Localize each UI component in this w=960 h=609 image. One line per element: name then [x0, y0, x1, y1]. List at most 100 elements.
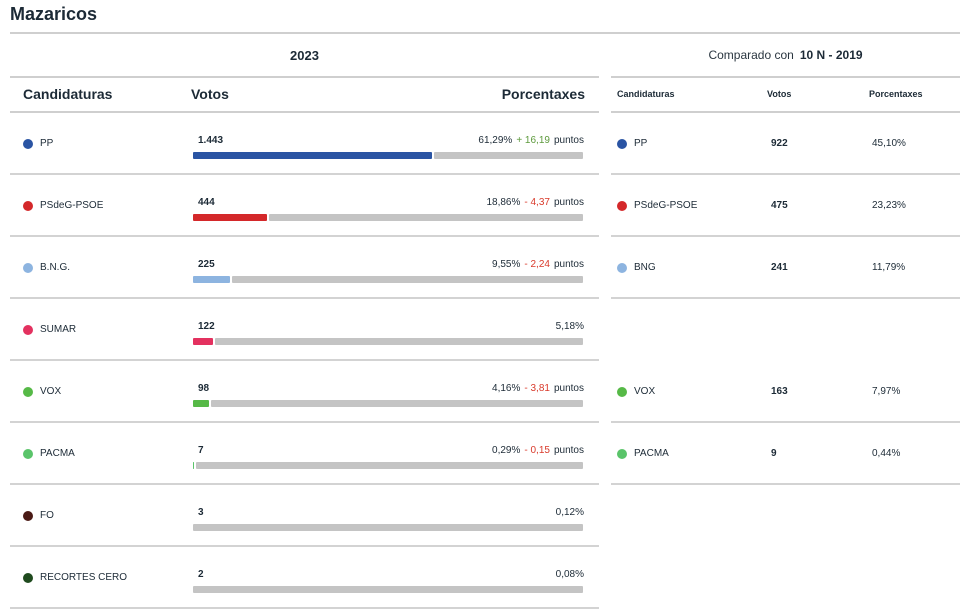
- comparison-reference: 10 N - 2019: [799, 48, 863, 62]
- vote-count: 98: [198, 383, 210, 394]
- party-color-dot: [23, 325, 33, 335]
- table-row: B.N.G. 225 9,55% - 2,24 puntos: [10, 237, 599, 299]
- percentage-cell: 18,86% - 4,37 puntos: [486, 197, 584, 208]
- percentage-value: 5,18%: [555, 321, 584, 332]
- percentage-value: 11,79%: [872, 262, 906, 273]
- vote-share-bar: [193, 152, 583, 159]
- percentage-cell: 0,08%: [556, 569, 584, 580]
- party-color-dot: [23, 573, 33, 583]
- vote-share-bar: [193, 524, 583, 531]
- points-label: puntos: [553, 445, 584, 456]
- party-name: RECORTES CERO: [40, 572, 128, 583]
- percentage-value: 45,10%: [872, 138, 906, 149]
- comparison-row: BNG 241 11,79%: [611, 237, 960, 299]
- vote-count: 444: [198, 197, 215, 208]
- vote-share-remainder: [193, 586, 583, 593]
- points-label: puntos: [553, 259, 584, 270]
- percentage-value: 7,97%: [872, 386, 901, 397]
- table-row: PACMA 7 0,29% - 0,15 puntos: [10, 423, 599, 485]
- vote-share-fill: [193, 338, 213, 345]
- party-color-dot: [23, 449, 33, 459]
- percentage-change: - 0,15: [524, 445, 550, 456]
- percentage-cell: 9,55% - 2,24 puntos: [492, 259, 584, 270]
- percentage-value: 4,16%: [492, 383, 521, 394]
- party-color-dot: [617, 387, 627, 397]
- title-divider: [10, 32, 960, 34]
- year-heading: 2023: [10, 34, 599, 78]
- comparison-row: PSdeG-PSOE 475 23,23%: [611, 175, 960, 237]
- table-row: FO 3 0,12%: [10, 485, 599, 547]
- vote-count: 1.443: [198, 135, 224, 146]
- table-row: RECORTES CERO 2 0,08%: [10, 547, 599, 609]
- vote-count: 122: [198, 321, 215, 332]
- vote-share-remainder: [215, 338, 583, 345]
- party-color-dot: [617, 449, 627, 459]
- points-label: puntos: [553, 383, 584, 394]
- empty-comparison-row: [611, 547, 960, 609]
- percentage-change: - 2,24: [524, 259, 550, 270]
- vote-share-remainder: [196, 462, 583, 469]
- vote-share-fill: [193, 462, 194, 469]
- header-porcentaxes: Porcentaxes: [501, 86, 585, 102]
- comparison-column-header-row: Candidaturas Votos Porcentaxes: [611, 78, 960, 113]
- party-color-dot: [23, 201, 33, 211]
- party-name: PSdeG-PSOE: [40, 200, 104, 211]
- comparison-rows: PP 922 45,10% PSdeG-PSOE 475 23,23% BNG 241 11,7…: [611, 113, 960, 609]
- percentage-value: 18,86%: [486, 197, 521, 208]
- percentage-cell: 0,12%: [556, 507, 584, 518]
- party-name: FO: [40, 510, 54, 521]
- vote-share-bar: [193, 586, 583, 593]
- points-label: puntos: [553, 135, 584, 146]
- comparison-row: VOX 163 7,97%: [611, 361, 960, 423]
- party-name: PP: [40, 138, 54, 149]
- points-label: puntos: [553, 197, 584, 208]
- results-rows: PP 1.443 61,29% + 16,19 puntos PSdeG-PSOE 444 1…: [10, 113, 599, 609]
- vote-share-fill: [193, 214, 267, 221]
- comparison-label: Comparado con: [708, 48, 794, 62]
- party-color-dot: [23, 511, 33, 521]
- party-color-dot: [23, 387, 33, 397]
- vote-share-remainder: [434, 152, 583, 159]
- vote-count: 2: [198, 569, 204, 580]
- comparison-row: PP 922 45,10%: [611, 113, 960, 175]
- vote-count: 475: [771, 200, 788, 211]
- party-name: PSdeG-PSOE: [634, 200, 698, 211]
- vote-count: 7: [198, 445, 204, 456]
- vote-count: 3: [198, 507, 204, 518]
- empty-comparison-row: [611, 485, 960, 547]
- vote-share-fill: [193, 276, 230, 283]
- vote-count: 241: [771, 262, 788, 273]
- percentage-cell: 0,29% - 0,15 puntos: [492, 445, 584, 456]
- vote-share-remainder: [232, 276, 583, 283]
- percentage-value: 9,55%: [492, 259, 521, 270]
- party-name: PACMA: [634, 448, 669, 459]
- party-name: PACMA: [40, 448, 75, 459]
- comparison-row: PACMA 9 0,44%: [611, 423, 960, 485]
- vote-share-bar: [193, 214, 583, 221]
- cmp-header-porcentaxes: Porcentaxes: [869, 89, 923, 99]
- percentage-cell: 4,16% - 3,81 puntos: [492, 383, 584, 394]
- vote-share-remainder: [211, 400, 583, 407]
- vote-share-bar: [193, 462, 583, 469]
- party-color-dot: [617, 139, 627, 149]
- header-candidaturas: Candidaturas: [23, 86, 113, 102]
- party-name: B.N.G.: [40, 262, 71, 273]
- party-color-dot: [23, 139, 33, 149]
- party-name: BNG: [634, 262, 656, 273]
- percentage-cell: 5,18%: [556, 321, 584, 332]
- percentage-cell: 61,29% + 16,19 puntos: [478, 135, 584, 146]
- percentage-value: 0,12%: [555, 507, 584, 518]
- percentage-value: 61,29%: [478, 135, 513, 146]
- vote-share-remainder: [193, 524, 583, 531]
- party-name: VOX: [634, 386, 656, 397]
- percentage-change: + 16,19: [516, 135, 550, 146]
- cmp-header-candidaturas: Candidaturas: [617, 89, 675, 99]
- vote-share-remainder: [269, 214, 583, 221]
- comparison-2019-table: Comparado con 10 N - 2019 Candidaturas V…: [611, 34, 960, 609]
- vote-share-fill: [193, 400, 209, 407]
- cmp-header-votos: Votos: [767, 89, 792, 99]
- party-name: VOX: [40, 386, 62, 397]
- percentage-value: 23,23%: [872, 200, 906, 211]
- column-header-row: Candidaturas Votos Porcentaxes: [10, 78, 599, 113]
- table-row: SUMAR 122 5,18%: [10, 299, 599, 361]
